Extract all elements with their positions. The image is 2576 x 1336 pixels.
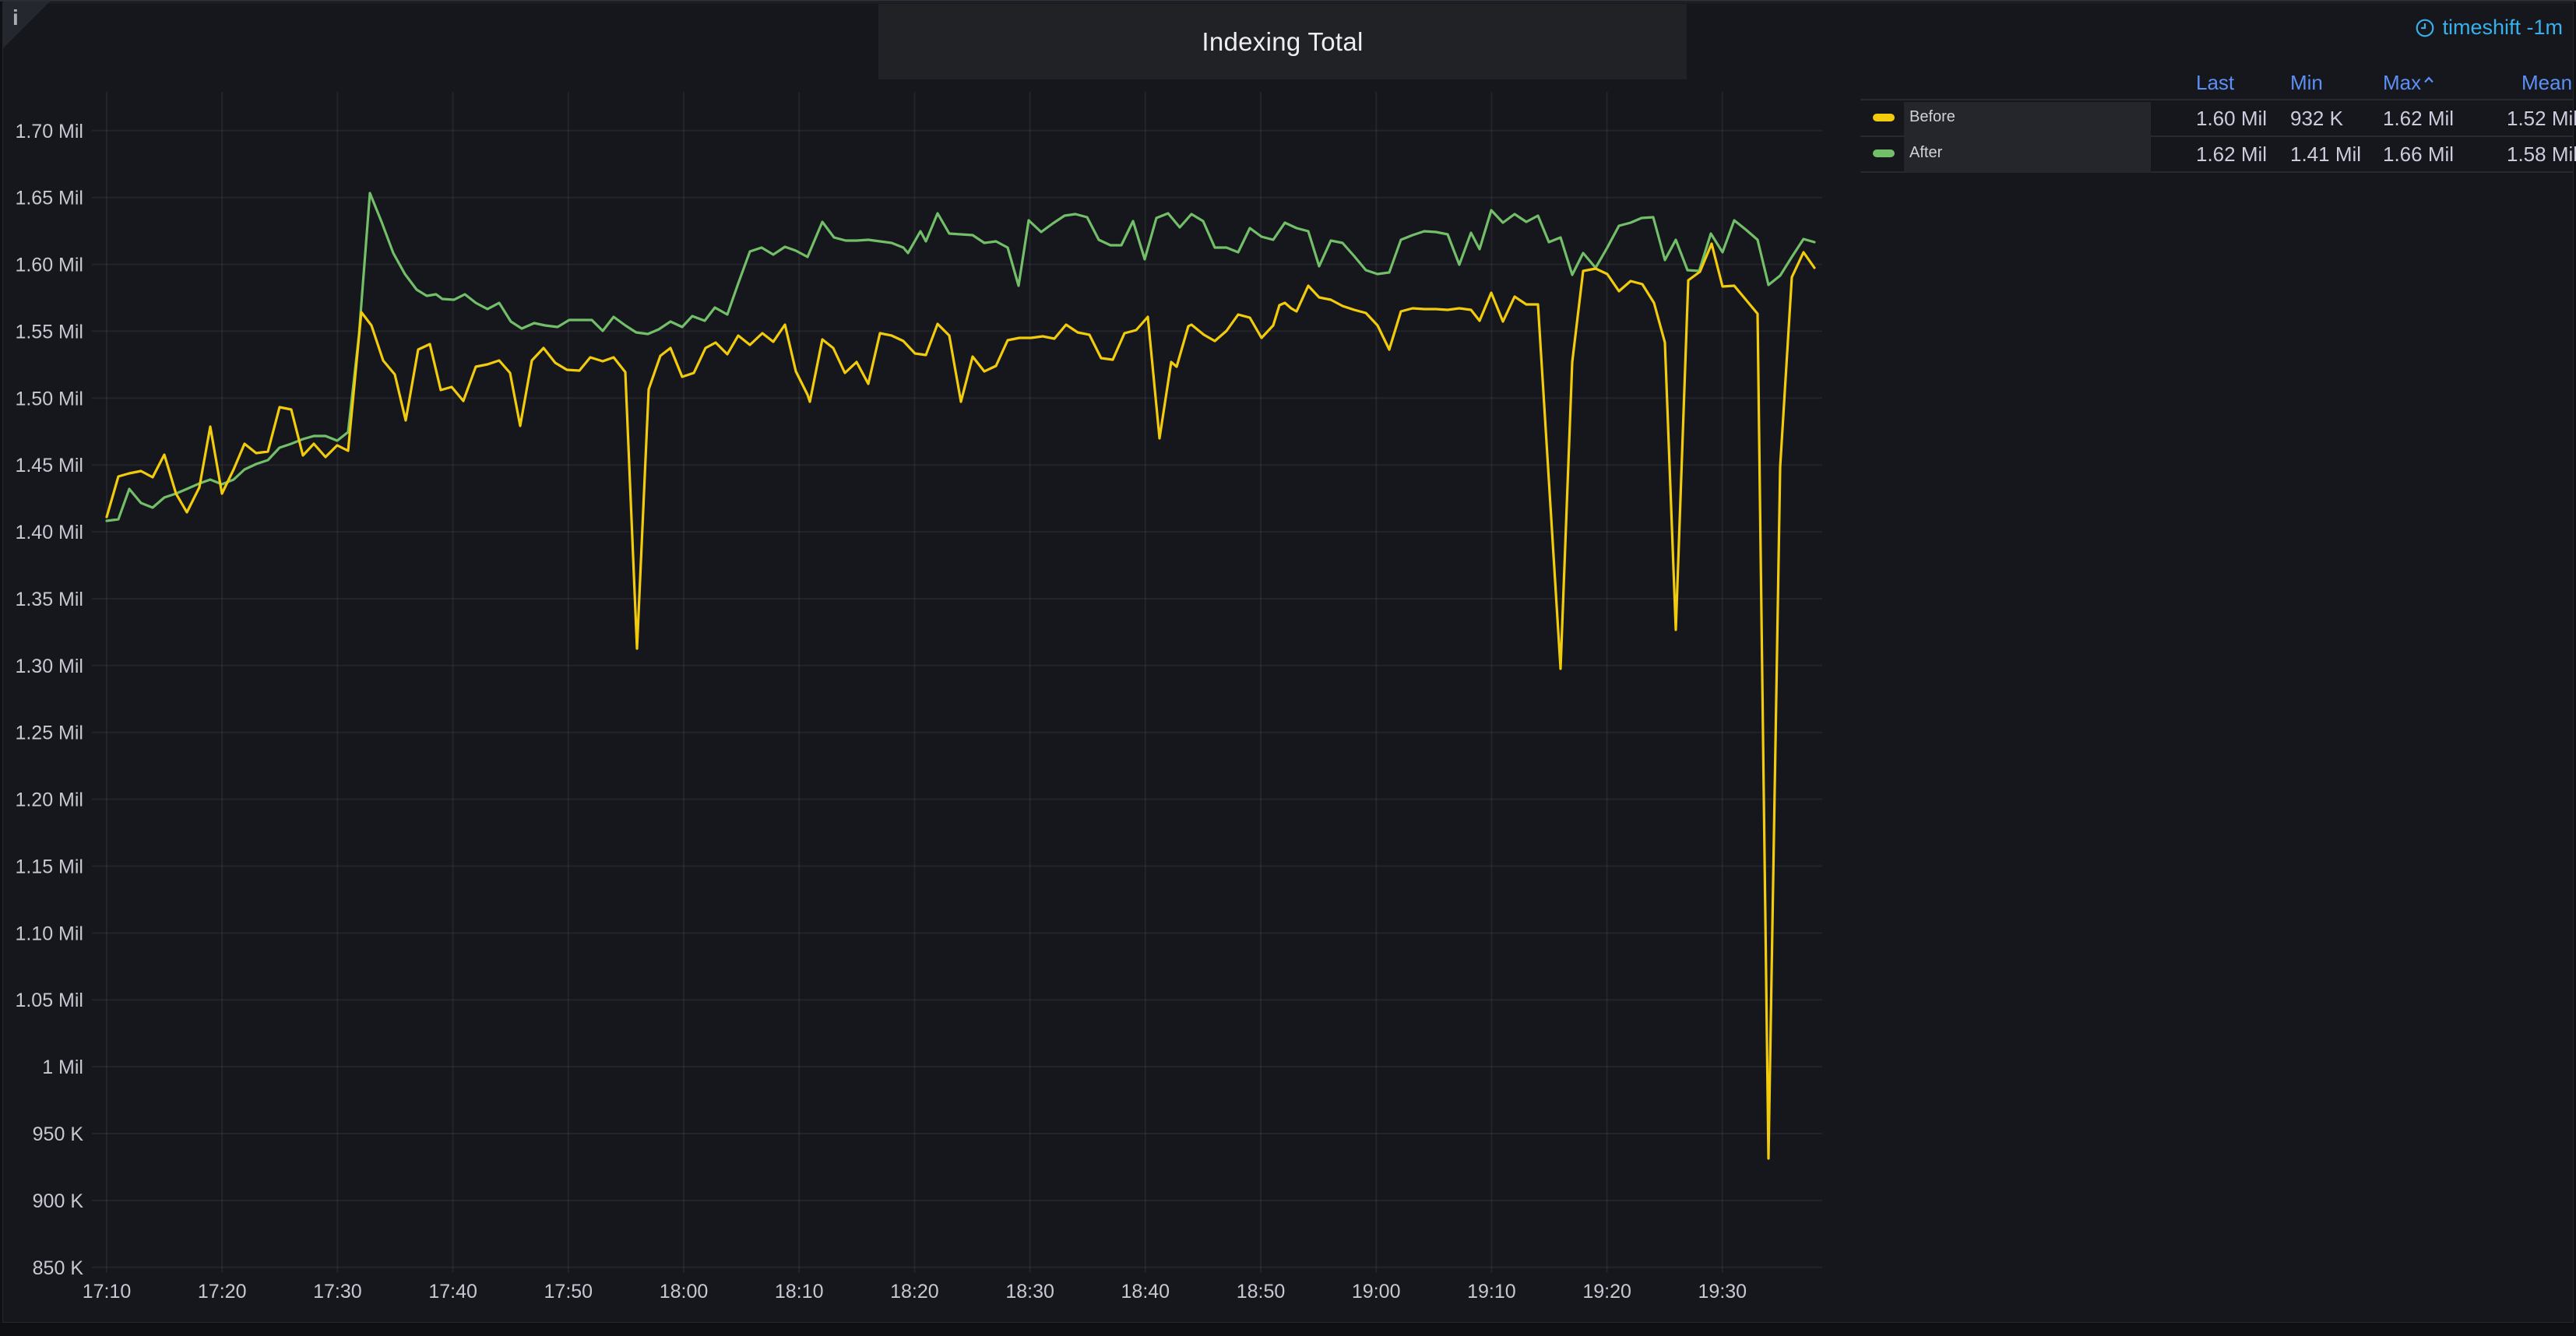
- svg-text:17:10: 17:10: [83, 1281, 132, 1303]
- svg-text:1.55 Mil: 1.55 Mil: [15, 321, 83, 343]
- svg-text:17:50: 17:50: [544, 1281, 593, 1303]
- svg-text:1.15 Mil: 1.15 Mil: [15, 856, 83, 878]
- svg-text:950 K: 950 K: [33, 1123, 84, 1145]
- svg-text:1.05 Mil: 1.05 Mil: [15, 990, 83, 1011]
- svg-text:18:50: 18:50: [1237, 1281, 1286, 1303]
- svg-text:1.25 Mil: 1.25 Mil: [15, 722, 83, 744]
- svg-text:1.35 Mil: 1.35 Mil: [15, 589, 83, 610]
- svg-text:850 K: 850 K: [33, 1257, 84, 1279]
- svg-text:1.60 Mil: 1.60 Mil: [15, 255, 83, 276]
- svg-text:1.10 Mil: 1.10 Mil: [15, 923, 83, 944]
- svg-text:900 K: 900 K: [33, 1190, 84, 1212]
- svg-text:1.45 Mil: 1.45 Mil: [15, 455, 83, 476]
- svg-text:17:20: 17:20: [198, 1281, 247, 1303]
- svg-text:19:10: 19:10: [1467, 1281, 1516, 1303]
- svg-text:1.50 Mil: 1.50 Mil: [15, 388, 83, 410]
- svg-text:18:10: 18:10: [775, 1281, 824, 1303]
- svg-text:1.30 Mil: 1.30 Mil: [15, 656, 83, 677]
- svg-text:1.20 Mil: 1.20 Mil: [15, 789, 83, 811]
- svg-text:19:30: 19:30: [1698, 1281, 1747, 1303]
- svg-text:18:00: 18:00: [660, 1281, 709, 1303]
- svg-text:18:40: 18:40: [1121, 1281, 1170, 1303]
- svg-text:18:20: 18:20: [890, 1281, 939, 1303]
- svg-text:19:20: 19:20: [1582, 1281, 1631, 1303]
- svg-text:17:30: 17:30: [313, 1281, 362, 1303]
- svg-text:17:40: 17:40: [428, 1281, 477, 1303]
- svg-text:1.40 Mil: 1.40 Mil: [15, 522, 83, 543]
- svg-text:1.70 Mil: 1.70 Mil: [15, 121, 83, 142]
- svg-text:18:30: 18:30: [1005, 1281, 1054, 1303]
- svg-text:1 Mil: 1 Mil: [42, 1056, 83, 1078]
- svg-text:1.65 Mil: 1.65 Mil: [15, 188, 83, 209]
- svg-text:19:00: 19:00: [1352, 1281, 1401, 1303]
